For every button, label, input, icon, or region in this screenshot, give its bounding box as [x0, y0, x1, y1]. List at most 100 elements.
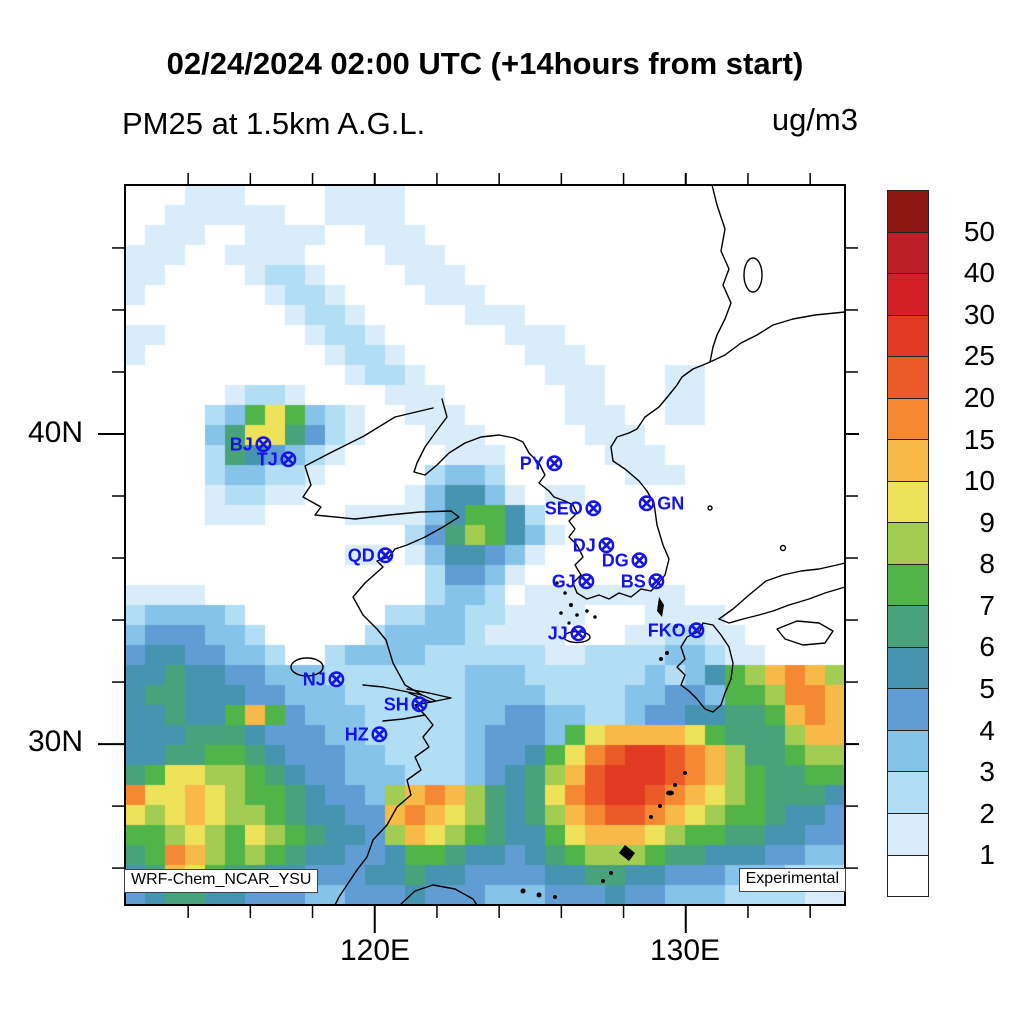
- model-credit-badge: WRF-Chem_NCAR_YSU: [124, 869, 319, 893]
- oki-island: [779, 544, 787, 552]
- station-label: SH: [383, 694, 409, 714]
- colorbar-tick-label: 7: [979, 589, 995, 621]
- units-label: ug/m3: [771, 102, 858, 137]
- station-marker-icon: ⊗: [326, 665, 346, 692]
- page-title: 02/24/2024 02:00 UTC (+14hours from star…: [166, 46, 804, 81]
- station-marker-icon: ⊗: [686, 616, 706, 643]
- station-label: SEO: [544, 498, 583, 518]
- station-sh: SH ⊗: [383, 690, 430, 717]
- stations-layer: BJ ⊗ TJ ⊗ QD ⊗ NJ ⊗ SH ⊗ HZ ⊗ PY ⊗ SEO ⊗ ⊗ GN DJ ⊗ DG ⊗ GJ ⊗ BS ⊗…: [125, 185, 845, 905]
- yangtze-estuary: [362, 684, 452, 722]
- station-marker-icon: ⊗: [278, 445, 298, 472]
- colorbar-cell: [888, 398, 928, 441]
- colorbar-cell: [888, 647, 928, 690]
- station-marker-icon: ⊗: [629, 546, 649, 573]
- station-label: PY: [519, 453, 544, 473]
- experimental-badge: Experimental: [738, 868, 846, 892]
- station-marker-icon: ⊗: [576, 567, 596, 594]
- colorbar-cell: [888, 481, 928, 524]
- station-marker-icon: ⊗: [409, 690, 429, 717]
- x-axis-label-120e: 120E: [339, 934, 411, 967]
- station-label: JJ: [547, 623, 568, 643]
- station-label: NJ: [302, 669, 326, 689]
- variable-subtitle: PM25 at 1.5km A.G.L.: [122, 106, 426, 141]
- shikoku-coastline: [776, 620, 834, 646]
- station-label: GN: [657, 493, 685, 513]
- colorbar-cell: [888, 855, 928, 897]
- station-marker-icon: ⊗: [583, 494, 603, 521]
- station-label: TJ: [256, 449, 278, 469]
- station-py: PY ⊗: [519, 449, 565, 476]
- colorbar-tick-label: 9: [979, 506, 995, 538]
- colorbar-cell: [888, 564, 928, 607]
- station-bs: BS ⊗: [620, 567, 667, 594]
- honshu-south-coastline: [718, 586, 846, 624]
- colorbar-tick-label: 50: [963, 215, 995, 247]
- colorbar-cell: [888, 315, 928, 358]
- colorbar: 50 40 30 25 20 15 10 9 8 7 6 5 4 3 2 1: [887, 190, 1007, 897]
- station-label: BS: [620, 571, 646, 591]
- honshu-north-coastline: [718, 562, 846, 620]
- y-axis-label-40n: 40N: [27, 416, 83, 449]
- station-marker-icon: ⊗: [375, 541, 395, 568]
- colorbar-cell: [888, 232, 928, 275]
- station-marker-icon: ⊗: [369, 720, 389, 747]
- station-label: HZ: [344, 724, 369, 744]
- colorbar-tick-label: 40: [963, 257, 995, 289]
- amami-island: [666, 790, 674, 796]
- station-nj: NJ ⊗: [302, 665, 347, 692]
- station-dj: DJ ⊗: [573, 531, 617, 558]
- station-gn: ⊗ GN: [636, 489, 685, 516]
- station-marker-icon: ⊗: [544, 449, 564, 476]
- ne-border-river: [709, 184, 732, 363]
- colorbar-cell: [888, 440, 928, 482]
- map-frame: [124, 184, 846, 906]
- colorbar-tick-label: 30: [963, 298, 995, 330]
- taiwan-north-tip: [399, 884, 478, 906]
- station-marker-icon: ⊗: [596, 531, 616, 558]
- colorbar-cell: [888, 191, 928, 233]
- colorbar-cell: [888, 357, 928, 399]
- colorbar-cell: [888, 523, 928, 565]
- colorbar-cell: [888, 606, 928, 648]
- tsushima-island: [657, 597, 664, 617]
- station-label: FKO: [647, 620, 686, 640]
- colorbar-tick-label: 1: [979, 839, 995, 871]
- station-hz: HZ ⊗: [344, 720, 390, 747]
- colorbar-tick-label: 25: [963, 340, 995, 372]
- colorbar-tick-label: 2: [979, 797, 995, 829]
- kyushu-coastline: [676, 622, 734, 713]
- china-coastline: [302, 407, 460, 906]
- station-qd: QD ⊗: [347, 541, 396, 568]
- colorbar-tick-label: 20: [963, 381, 995, 413]
- colorbar-tick-label: 10: [963, 465, 995, 497]
- jeju-island: [563, 630, 591, 644]
- liaodong-korea-russia-coastline: [413, 311, 846, 600]
- ulleung-island: [707, 505, 713, 511]
- y-axis-label-30n: 30N: [27, 725, 83, 758]
- axis-ticks: [98, 173, 859, 933]
- colorbar-cells: [887, 190, 929, 897]
- map-panel: BJ ⊗ TJ ⊗ QD ⊗ NJ ⊗ SH ⊗ HZ ⊗ PY ⊗ SEO ⊗ ⊗ GN DJ ⊗ DG ⊗ GJ ⊗ BS ⊗…: [98, 173, 859, 933]
- colorbar-cell: [888, 689, 928, 731]
- colorbar-tick-label: 15: [963, 423, 995, 455]
- station-bj: BJ ⊗: [229, 430, 274, 457]
- station-tj: TJ ⊗: [256, 445, 299, 472]
- station-label: DG: [601, 550, 629, 570]
- colorbar-cell: [888, 813, 928, 856]
- station-marker-icon: ⊗: [646, 567, 666, 594]
- lake-khanka: [743, 257, 763, 293]
- station-marker-icon: ⊗: [637, 489, 657, 516]
- colorbar-tick-label: 5: [979, 673, 995, 705]
- station-marker-icon: ⊗: [253, 430, 273, 457]
- station-label: BJ: [229, 434, 253, 454]
- station-label: QD: [347, 545, 375, 565]
- station-gj: GJ ⊗: [552, 567, 597, 594]
- x-axis-label-130e: 130E: [649, 934, 721, 967]
- station-fko: FKO ⊗: [647, 616, 707, 643]
- colorbar-cell: [888, 772, 928, 814]
- okinawa-island: [619, 845, 635, 861]
- colorbar-tick-label: 4: [979, 714, 995, 746]
- pm25-field-canvas: [125, 185, 845, 905]
